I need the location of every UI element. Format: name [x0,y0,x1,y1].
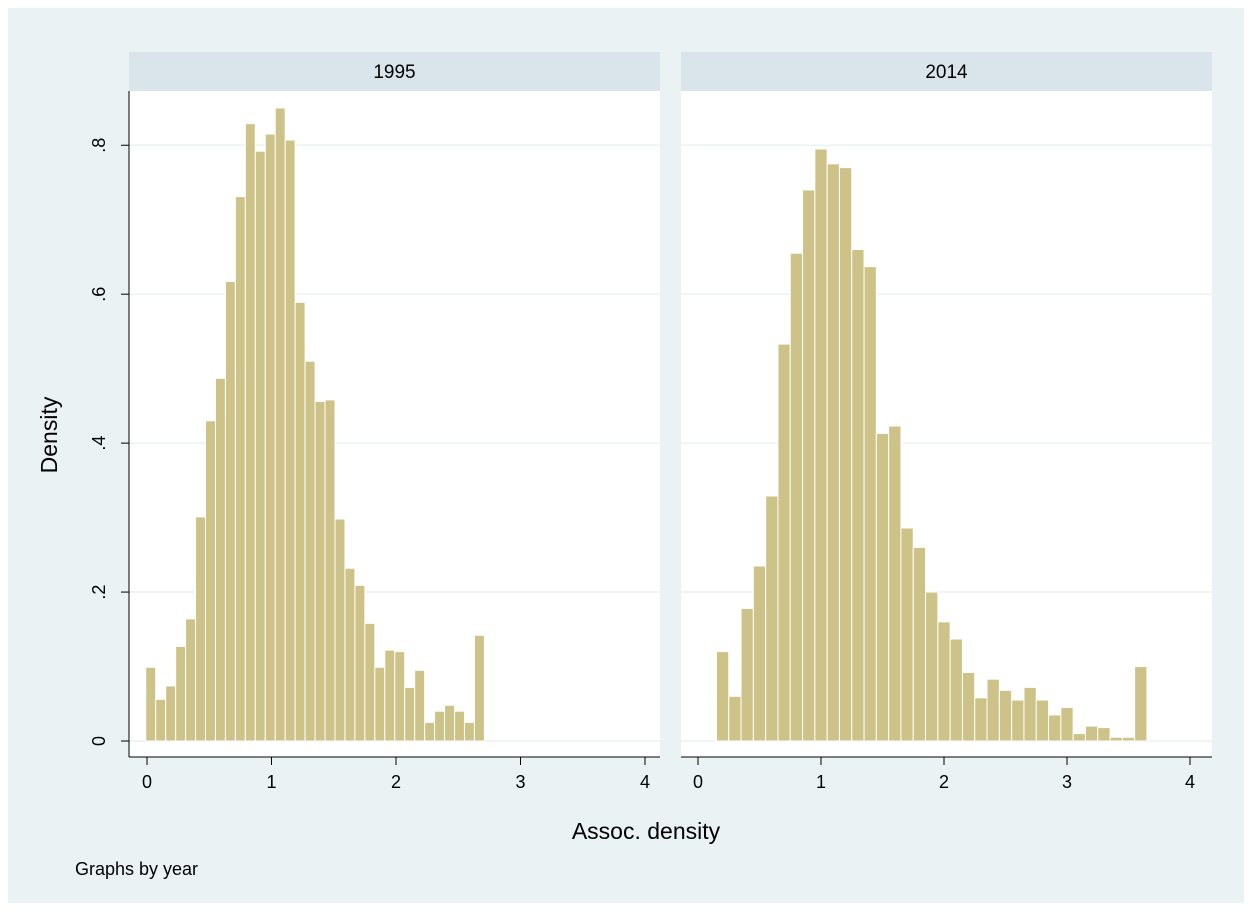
histogram-bar [205,420,216,742]
histogram-bar [185,618,197,742]
x-tick-label: 3 [515,772,525,792]
histogram-bar [838,167,853,742]
histogram-bar [334,518,346,742]
histogram-bar [214,377,226,742]
y-tick-label: .6 [89,287,109,302]
histogram-bar [1035,699,1050,742]
histogram-bar [224,281,236,742]
histogram-bar [195,516,207,742]
histogram-bar [384,649,396,742]
histogram-bar [728,695,742,742]
y-tick-label: .4 [89,436,109,451]
y-tick-label: .2 [89,585,109,600]
histogram-bar [1011,699,1025,742]
histogram-bar [851,248,865,742]
histogram-bar [444,704,456,742]
histogram-bar [394,651,406,742]
histogram-bar [1048,714,1062,742]
histogram-bar [155,698,167,742]
x-tick-label: 4 [640,772,650,792]
histogram-bar [974,697,988,742]
histogram-bar [1109,736,1123,742]
x-tick-label: 3 [1062,772,1072,792]
histogram-bar [254,150,266,742]
histogram-bar [900,527,914,742]
histogram-bar [294,301,306,742]
y-tick-label: .8 [89,138,109,153]
x-tick-label: 2 [939,772,949,792]
histogram-bar [925,591,939,742]
panel-1995: 1995 0 .2 .4 .6 .8 0 1 2 3 4 [89,52,660,792]
histogram-bar [937,621,951,742]
panel-title-strip [681,52,1212,91]
x-tick-label: 0 [693,772,703,792]
histogram-bar [863,266,877,742]
histogram-bar [777,343,791,742]
histogram-bar [888,425,902,742]
panel-2014: 2014 0 1 2 3 4 [681,52,1212,792]
histogram-bar [814,148,828,742]
histogram-bar [1060,706,1074,742]
histogram-bar [1072,733,1086,742]
histogram-bar [274,107,286,742]
histogram-bar [463,721,475,742]
x-tick-label: 2 [391,772,401,792]
histogram-bar [998,689,1013,742]
histogram-bar [802,189,816,742]
histogram-bar [949,638,963,742]
histogram-bar [715,651,730,742]
histogram-bar [264,133,276,742]
histogram-bar [912,546,927,742]
histogram-bar [364,622,376,742]
panel-title: 1995 [373,62,415,83]
histogram-bar [165,685,177,742]
histogram-bar [234,196,246,742]
y-tick-label: 0 [89,736,109,746]
histogram-bar [765,495,779,742]
histogram-bar [354,584,366,742]
histogram-bar [826,163,840,742]
x-tick-label: 1 [816,772,826,792]
histogram-bar [454,710,465,742]
histogram-bar [424,721,436,742]
x-axis-label: Assoc. density [572,818,721,844]
histogram-bar [1134,666,1148,742]
histogram-bar [314,400,326,742]
histogram-bar [473,634,485,742]
histogram-bar [244,123,256,742]
histogram-bar [789,252,804,742]
histogram-bar [875,432,890,742]
histogram-bar [324,399,336,742]
panel-title-strip [129,52,660,91]
histogram-bar [1084,725,1099,742]
histogram-bar [434,710,446,742]
x-tick-label: 4 [1185,772,1195,792]
histogram-bar [374,666,386,742]
histogram-bar [986,678,1000,742]
histogram-bar [284,139,296,742]
y-axis-label: Density [36,396,62,473]
footnote-graphs-by: Graphs by year [75,859,198,879]
histogram-bar [304,360,316,742]
histogram-bar [344,567,356,742]
histogram-bar [414,669,426,742]
histogram-bar [1023,686,1037,742]
histogram-bar [961,671,976,742]
histogram-bar [1097,727,1111,742]
panel-title: 2014 [925,62,968,83]
x-tick-label: 1 [266,772,276,792]
figure-background: Density Assoc. density Graphs by year 19… [8,8,1244,903]
histogram-bar [752,565,767,742]
histogram-chart: Density Assoc. density Graphs by year 19… [36,52,1212,879]
x-tick-label: 0 [142,772,152,792]
histogram-bar [145,666,157,742]
histogram-bar [1121,736,1136,742]
histogram-bar [404,686,416,742]
histogram-bar [740,607,754,742]
histogram-bar [175,645,187,742]
